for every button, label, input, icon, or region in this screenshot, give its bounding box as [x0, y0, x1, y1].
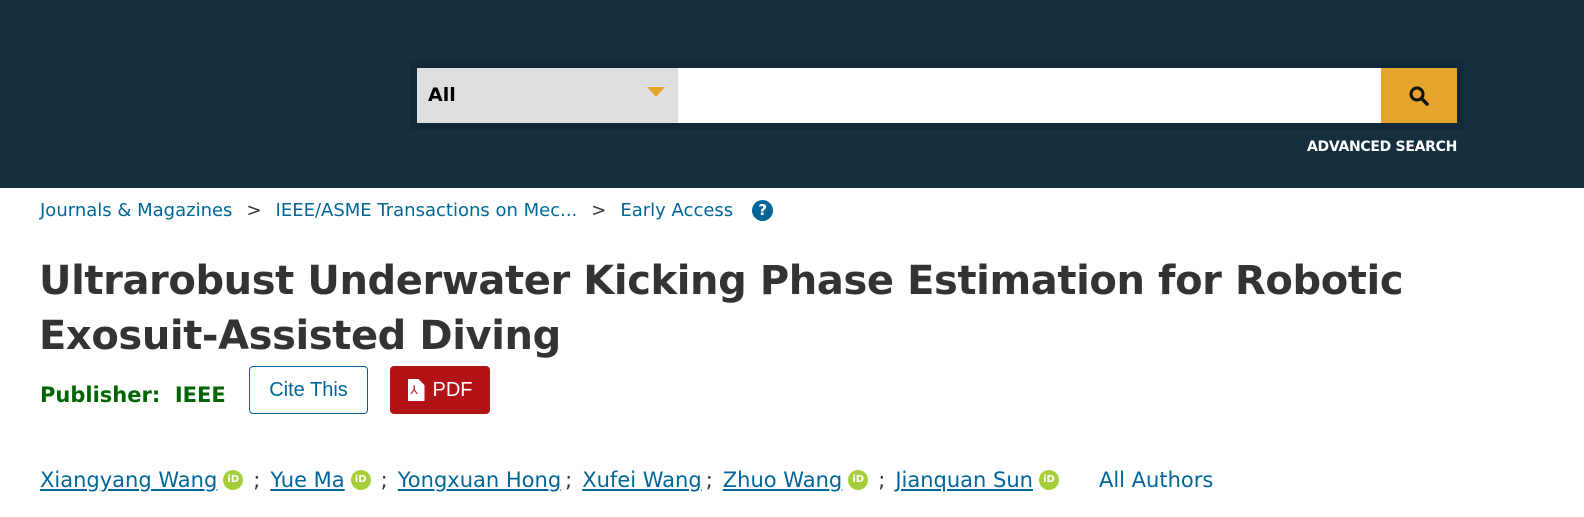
help-icon[interactable]: ? [752, 200, 774, 221]
site-header: All ADVANCED SEARCH [0, 0, 1584, 188]
breadcrumb-journal[interactable]: IEEE/ASME Transactions on Mec... [275, 200, 578, 221]
author-separator: ; [380, 468, 388, 492]
chevron-down-icon [647, 87, 665, 97]
breadcrumb-early-access[interactable]: Early Access [620, 200, 734, 221]
search-button[interactable] [1381, 68, 1457, 123]
publisher-label: Publisher: [40, 383, 161, 407]
title-line-2: Exosuit-Assisted Diving [39, 313, 561, 359]
publisher-value: IEEE [174, 383, 226, 407]
author-link[interactable]: Yue Ma [270, 468, 345, 492]
author-separator: ; [565, 468, 573, 492]
all-authors-link[interactable]: All Authors [1098, 468, 1214, 492]
search-scope-value: All [428, 84, 456, 106]
author-link[interactable]: Xufei Wang [582, 468, 702, 492]
pdf-button[interactable]: PDF [390, 366, 490, 414]
author-link[interactable]: Yongxuan Hong [397, 468, 562, 492]
author-list: Xiangyang Wang iD; Yue Ma iD; Yongxuan Hon… [40, 468, 1213, 492]
breadcrumb-separator: > [591, 200, 607, 221]
pdf-label: PDF [432, 378, 473, 401]
author-separator: ; [705, 468, 713, 492]
orcid-icon[interactable]: iD [848, 470, 869, 490]
search-icon [1409, 86, 1429, 106]
breadcrumb-journals[interactable]: Journals & Magazines [40, 200, 233, 221]
orcid-icon[interactable]: iD [1038, 470, 1059, 490]
author-separator: ; [253, 468, 261, 492]
author-link[interactable]: Xiangyang Wang [40, 468, 218, 492]
advanced-search-link[interactable]: ADVANCED SEARCH [1307, 139, 1457, 155]
page-title: Ultrarobust Underwater Kicking Phase Est… [39, 254, 1439, 364]
breadcrumb: Journals & Magazines > IEEE/ASME Transac… [40, 200, 774, 221]
author-link[interactable]: Zhuo Wang [722, 468, 843, 492]
title-line-1: Ultrarobust Underwater Kicking Phase Est… [39, 258, 1404, 304]
search-scope-dropdown[interactable]: All [417, 68, 678, 123]
author-link[interactable]: Jianquan Sun [895, 468, 1033, 492]
cite-this-button[interactable]: Cite This [249, 366, 368, 414]
pdf-icon [407, 379, 425, 401]
breadcrumb-separator: > [246, 200, 262, 221]
orcid-icon[interactable]: iD [223, 470, 244, 490]
author-separator: ; [878, 468, 886, 492]
orcid-icon[interactable]: iD [350, 470, 371, 490]
search-input[interactable] [678, 68, 1381, 123]
publisher: Publisher: IEEE [40, 383, 226, 407]
